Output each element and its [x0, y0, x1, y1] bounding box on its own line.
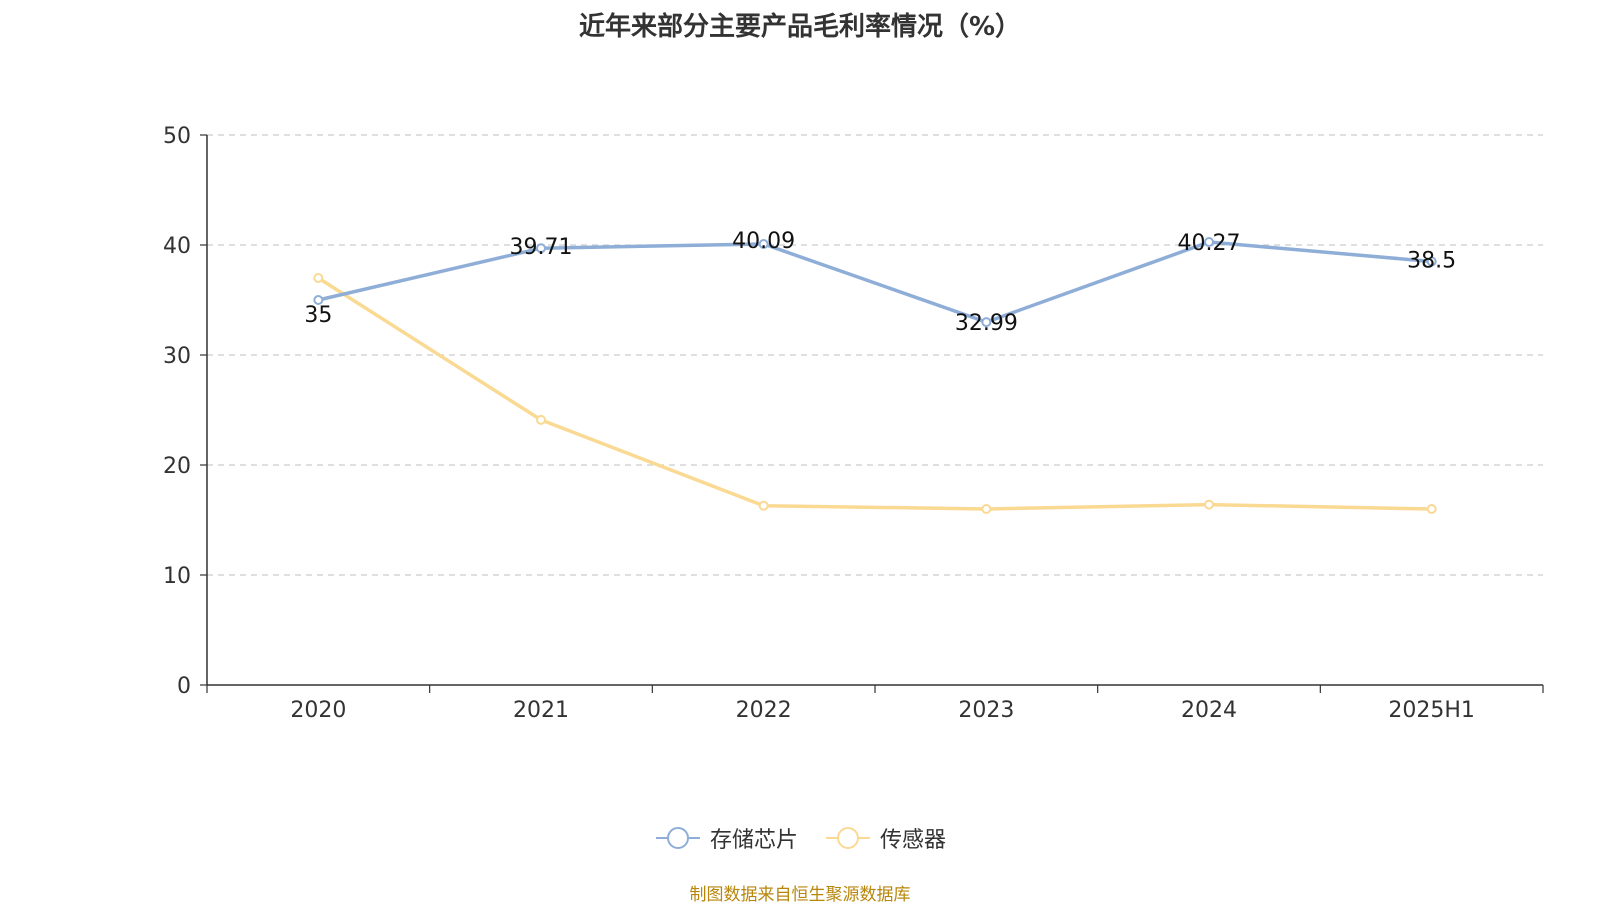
data-label-1: 39.71 — [510, 235, 573, 260]
point-0-4 — [1204, 237, 1214, 248]
y-tick-label-0: 0 — [177, 674, 191, 699]
axes: 0 10 20 30 40 50 2020 2021 2022 2023 2024 2025H1 — [163, 124, 1544, 723]
legend-marker-sensor-icon — [826, 827, 870, 849]
x-tick-label-2023: 2023 — [958, 698, 1014, 723]
series-line-0 — [317, 240, 1432, 324]
y-tick-label-10: 10 — [163, 564, 191, 589]
legend-label-sensor: 传感器 — [880, 828, 947, 853]
y-tick-label-40: 40 — [163, 234, 191, 259]
point-0-2 — [758, 239, 769, 250]
x-tick-label-2020: 2020 — [290, 698, 346, 723]
legend: 存储芯片 传感器 — [0, 822, 1600, 854]
data-label-5: 38.5 — [1407, 249, 1456, 274]
grid-lines — [207, 134, 1543, 576]
data-label-2: 40.09 — [732, 229, 795, 254]
x-tick-label-2024: 2024 — [1181, 698, 1237, 723]
point-1-0 — [313, 273, 324, 283]
point-0-3 — [981, 317, 992, 328]
data-label-3: 32.99 — [955, 311, 1018, 336]
x-tick-label-2022: 2022 — [736, 698, 792, 723]
point-1-2 — [758, 500, 769, 511]
data-labels: 35 39.71 40.09 32.99 40.27 38.5 — [304, 229, 1456, 336]
legend-marker-storage-icon — [655, 827, 700, 849]
source-note: 制图数据来自恒生聚源数据库 — [689, 885, 911, 905]
point-1-5 — [1426, 504, 1437, 514]
point-1-4 — [1204, 499, 1214, 510]
x-tick-label-2021: 2021 — [513, 698, 569, 723]
point-1-1 — [536, 414, 546, 425]
point-0-1 — [536, 243, 546, 254]
point-1-3 — [981, 504, 992, 514]
point-0-0 — [313, 295, 324, 305]
y-tick-label-20: 20 — [163, 454, 191, 479]
data-label-0: 35 — [304, 303, 332, 328]
legend-item-storage[interactable]: 存储芯片 — [654, 822, 798, 854]
series — [313, 237, 1437, 514]
legend-label-storage: 存储芯片 — [709, 828, 798, 853]
y-tick-label-30: 30 — [163, 344, 191, 369]
legend-item-sensor[interactable]: 传感器 — [824, 822, 946, 854]
data-label-4: 40.27 — [1178, 231, 1241, 256]
chart-title: 近年来部分主要产品毛利率情况（%） — [578, 12, 1022, 42]
x-tick-label-2025H1: 2025H1 — [1388, 698, 1475, 723]
series-line-1 — [317, 276, 1432, 511]
point-0-5 — [1426, 256, 1437, 267]
y-tick-label-50: 50 — [163, 124, 191, 149]
